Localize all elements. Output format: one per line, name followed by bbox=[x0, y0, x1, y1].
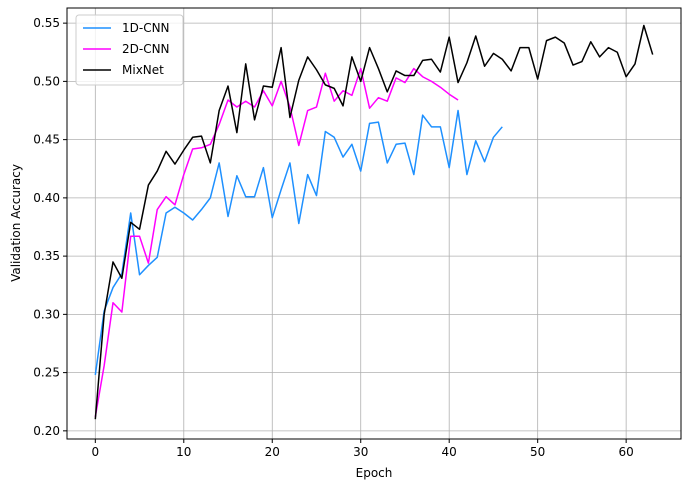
series-line-mixnet bbox=[94, 24, 654, 420]
y-tick-label: 0.50 bbox=[33, 74, 60, 88]
plot-frame bbox=[66, 7, 682, 440]
y-tick-label: 0.30 bbox=[33, 307, 60, 321]
legend-label: 1D-CNN bbox=[122, 21, 170, 35]
x-axis: 0 10 20 30 40 50 60 bbox=[91, 439, 634, 459]
grid bbox=[67, 8, 681, 439]
x-tick-label: 20 bbox=[265, 445, 280, 459]
x-tick-label: 30 bbox=[353, 445, 368, 459]
x-axis-label: Epoch bbox=[356, 466, 393, 480]
y-tick-label: 0.40 bbox=[33, 191, 60, 205]
x-tick-label: 10 bbox=[176, 445, 191, 459]
legend: 1D-CNN 2D-CNN MixNet bbox=[75, 14, 184, 86]
y-tick-label: 0.55 bbox=[33, 16, 60, 30]
series-line-1d-cnn bbox=[94, 109, 503, 376]
x-tick-label: 0 bbox=[91, 445, 99, 459]
y-tick-label: 0.35 bbox=[33, 249, 60, 263]
series-line-2d-cnn bbox=[94, 67, 459, 417]
legend-label: 2D-CNN bbox=[122, 42, 170, 56]
y-axis: 0.20 0.25 0.30 0.35 0.40 0.45 0.50 0.55 bbox=[33, 16, 67, 438]
x-tick-label: 50 bbox=[530, 445, 545, 459]
y-axis-label: Validation Accuracy bbox=[9, 164, 23, 282]
x-tick-label: 40 bbox=[442, 445, 457, 459]
legend-label: MixNet bbox=[122, 63, 164, 77]
y-tick-label: 0.25 bbox=[33, 366, 60, 380]
x-tick-label: 60 bbox=[619, 445, 634, 459]
y-tick-label: 0.45 bbox=[33, 133, 60, 147]
legend-box bbox=[75, 14, 184, 86]
series-group bbox=[94, 24, 654, 420]
y-tick-label: 0.20 bbox=[33, 424, 60, 438]
